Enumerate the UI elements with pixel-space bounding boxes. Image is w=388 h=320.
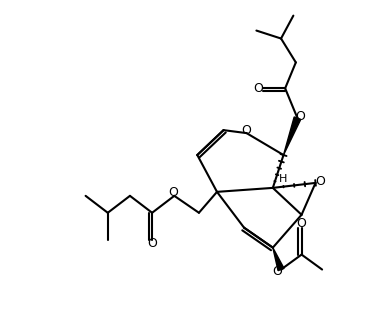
Text: O: O: [272, 265, 282, 278]
Polygon shape: [284, 117, 301, 155]
Text: H: H: [279, 174, 287, 184]
Text: O: O: [242, 124, 251, 137]
Polygon shape: [273, 248, 284, 271]
Text: O: O: [296, 110, 306, 123]
Text: O: O: [315, 175, 325, 188]
Text: O: O: [297, 217, 307, 230]
Text: O: O: [168, 186, 178, 199]
Text: O: O: [253, 82, 263, 95]
Text: O: O: [147, 237, 157, 250]
